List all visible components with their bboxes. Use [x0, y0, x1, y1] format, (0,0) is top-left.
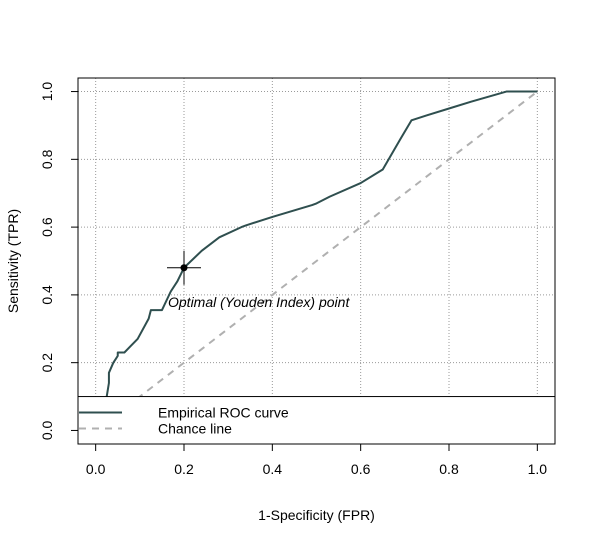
- y-tick-label-1: 0.2: [39, 353, 55, 373]
- legend-label-0: Empirical ROC curve: [158, 405, 289, 421]
- optimal-point-marker: [180, 264, 188, 272]
- roc-curve-line: [94, 90, 538, 431]
- y-axis-title: Sensitivity (TPR): [5, 209, 21, 313]
- y-tick-label-2: 0.4: [39, 285, 55, 305]
- chance-line: [95, 90, 538, 432]
- y-tick-label-3: 0.6: [39, 217, 55, 237]
- x-tick-label-3: 0.6: [351, 461, 371, 477]
- optimal-point-label: Optimal (Youden Index) point: [168, 294, 350, 310]
- x-tick-label-2: 0.4: [263, 461, 283, 477]
- y-tick-label-4: 0.8: [39, 149, 55, 169]
- legend-label-1: Chance line: [158, 421, 232, 437]
- x-tick-label-4: 0.8: [439, 461, 459, 477]
- y-tick-label-5: 1.0: [39, 82, 55, 102]
- x-tick-label-5: 1.0: [528, 461, 548, 477]
- x-axis-title: 1-Specificity (FPR): [258, 507, 375, 523]
- y-tick-label-0: 0.0: [39, 421, 55, 441]
- x-tick-label-1: 0.2: [174, 461, 194, 477]
- legend-box: [77, 396, 556, 445]
- x-tick-label-0: 0.0: [86, 461, 106, 477]
